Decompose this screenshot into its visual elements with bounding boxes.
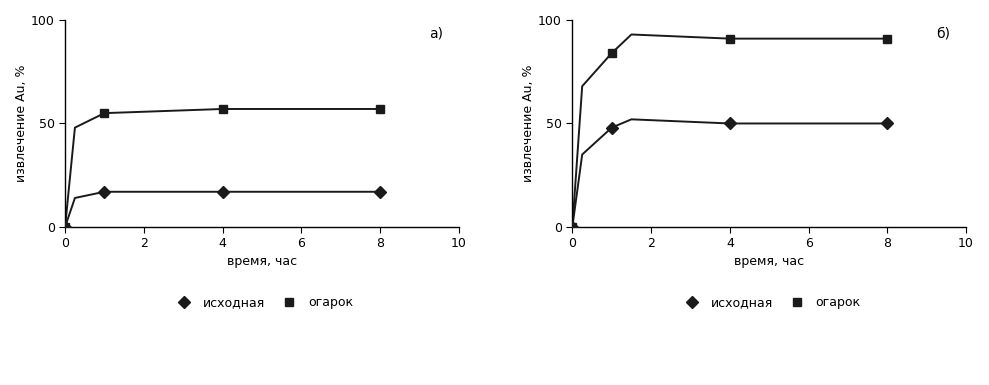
огарок: [724, 36, 736, 41]
огарок: [217, 107, 228, 111]
Text: б): б): [937, 26, 950, 40]
исходная: [606, 125, 618, 130]
X-axis label: время, час: время, час: [734, 254, 804, 268]
Line: исходная: исходная: [61, 187, 384, 231]
Line: исходная: исходная: [569, 119, 891, 231]
Y-axis label: извлечение Au, %: извлечение Au, %: [15, 65, 28, 182]
исходная: [217, 189, 228, 194]
исходная: [881, 121, 893, 126]
исходная: [567, 224, 579, 229]
огарок: [99, 111, 111, 116]
огарок: [606, 51, 618, 55]
Y-axis label: извлечение Au, %: извлечение Au, %: [522, 65, 535, 182]
Line: огарок: огарок: [61, 105, 384, 231]
огарок: [374, 107, 386, 111]
исходная: [59, 224, 71, 229]
Text: а): а): [429, 26, 443, 40]
огарок: [59, 224, 71, 229]
X-axis label: время, час: время, час: [226, 254, 297, 268]
Legend: исходная, огарок: исходная, огарок: [674, 291, 865, 314]
Line: огарок: огарок: [569, 35, 891, 231]
Legend: исходная, огарок: исходная, огарок: [166, 291, 358, 314]
огарок: [567, 224, 579, 229]
исходная: [374, 189, 386, 194]
исходная: [724, 121, 736, 126]
исходная: [99, 189, 111, 194]
огарок: [881, 36, 893, 41]
